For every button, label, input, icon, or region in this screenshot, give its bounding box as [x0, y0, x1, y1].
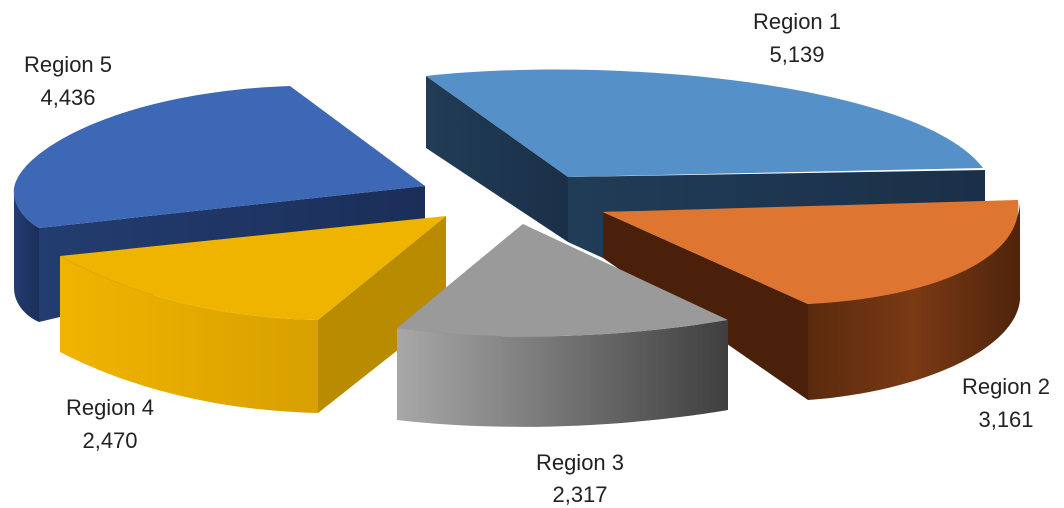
slice-region-1-left-side	[426, 76, 568, 242]
slice-region-4-top	[60, 216, 446, 320]
slice-region-2-inner-side	[603, 212, 808, 400]
slice-region-5-side	[14, 192, 39, 322]
slice-region-4-front	[60, 256, 318, 413]
slice-region-4[interactable]	[60, 216, 446, 413]
label-region-4-value: 2,470	[82, 428, 137, 453]
label-region-4-name: Region 4	[66, 395, 154, 420]
label-region-5-name: Region 5	[24, 52, 112, 77]
label-region-3-name: Region 3	[536, 450, 624, 475]
label-region-2-value: 3,161	[978, 407, 1033, 432]
slice-region-2-outer-side	[808, 204, 1020, 400]
slice-region-3-front	[397, 320, 728, 427]
slice-region-1-right-side	[568, 170, 985, 258]
slice-region-1-top	[426, 69, 983, 177]
slice-region-1[interactable]	[426, 69, 985, 258]
label-region-2-name: Region 2	[962, 374, 1050, 399]
label-region-3-value: 2,317	[552, 482, 607, 507]
slice-region-2[interactable]	[603, 200, 1020, 400]
slice-region-3[interactable]	[397, 224, 728, 427]
slice-region-2-top	[603, 200, 1019, 304]
label-region-1-name: Region 1	[753, 9, 841, 34]
label-region-5-value: 4,436	[40, 85, 95, 110]
slice-region-5-top	[13, 86, 425, 228]
slice-region-3-top	[397, 224, 728, 337]
label-region-1-value: 5,139	[769, 42, 824, 67]
slice-region-4-inner-side	[318, 216, 446, 413]
